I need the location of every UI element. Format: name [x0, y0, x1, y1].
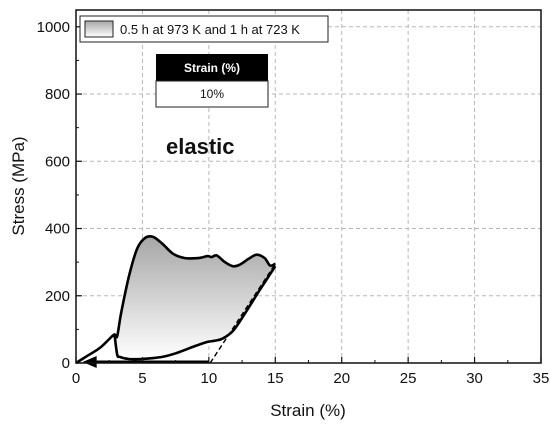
x-tick-label: 35 [533, 370, 550, 387]
inset-table-value: 10% [200, 87, 224, 101]
y-tick-label: 0 [62, 355, 70, 372]
y-axis-title: Stress (MPa) [9, 136, 28, 235]
legend-label: 0.5 h at 973 K and 1 h at 723 K [120, 22, 300, 37]
legend: 0.5 h at 973 K and 1 h at 723 K [79, 15, 329, 43]
x-tick-label: 15 [267, 370, 284, 387]
inset-table-header-cell [156, 54, 268, 81]
inset-table-header: Strain (%) [184, 61, 240, 75]
return-arrow-head [82, 356, 97, 368]
x-tick-label: 20 [333, 370, 350, 387]
legend-box [79, 15, 329, 43]
y-tick-label: 400 [45, 221, 70, 238]
inset-table-value-cell [155, 80, 269, 108]
x-tick-label: 25 [400, 370, 417, 387]
y-tick-label: 1000 [37, 19, 70, 36]
x-axis-title: Strain (%) [270, 401, 346, 420]
x-tick-label: 5 [138, 370, 146, 387]
inset-table: Strain (%) 10% [155, 54, 269, 108]
axis-ticks: 0 5 10 15 20 25 30 35 0 200 400 600 800 1000 [37, 19, 550, 387]
y-tick-label: 200 [45, 288, 70, 305]
x-tick-label: 30 [466, 370, 483, 387]
elastic-recovery-line [209, 263, 276, 364]
x-tick-label: 0 [72, 370, 80, 387]
y-tick-label: 800 [45, 86, 70, 103]
unloading-curve [113, 265, 277, 361]
data-curves [75, 235, 277, 368]
y-tick-label: 600 [45, 153, 70, 170]
legend-swatch [84, 20, 114, 38]
elastic-annotation: elastic [166, 134, 235, 159]
hysteresis-fill [114, 236, 276, 360]
x-tick-label: 10 [201, 370, 218, 387]
